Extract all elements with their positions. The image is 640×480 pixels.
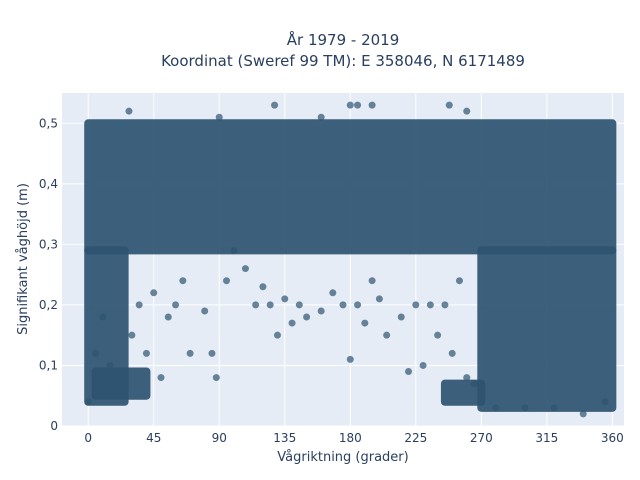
chart-subtitle: Koordinat (Sweref 99 TM): E 358046, N 61… [161,52,525,70]
scatter-point [91,349,99,357]
scatter-point [186,349,194,357]
dense-region [477,246,617,412]
dense-region [440,379,486,406]
scatter-point [150,289,158,297]
scatter-point [397,313,405,321]
chart-title: År 1979 - 2019 [287,30,400,49]
scatter-point [550,404,558,412]
y-axis-title: Signifikant våghöjd (m) [16,183,31,335]
scatter-point [434,331,442,339]
y-tick-label: 0,4 [39,177,58,191]
x-tick-label: 360 [601,431,624,445]
scatter-point [241,265,249,273]
x-tick-label: 45 [146,431,161,445]
scatter-point [215,113,223,121]
scatter-point [212,374,220,382]
scatter-point [317,113,325,121]
scatter-point [383,331,391,339]
y-tick-label: 0,2 [39,298,58,312]
y-tick-label: 0 [50,419,58,433]
scatter-point [426,301,434,309]
scatter-point [121,392,129,400]
scatter-point [448,349,456,357]
scatter-point [281,295,289,303]
scatter-point [455,277,463,285]
dense-region [91,367,151,400]
scatter-point [295,301,303,309]
scatter-point [106,361,114,369]
y-tick-label: 0,1 [39,358,58,372]
dense-region [84,246,129,406]
scatter-point [463,374,471,382]
x-tick-label: 0 [84,431,92,445]
scatter-point [346,101,354,109]
y-tick-label: 0,3 [39,237,58,251]
dense-region [84,119,617,255]
scatter-point [303,313,311,321]
scatter-point [368,101,376,109]
scatter-point [354,301,362,309]
scatter-point [266,301,274,309]
scatter-point [273,331,281,339]
scatter-point [84,398,92,406]
scatter-point [172,301,180,309]
scatter-point [142,349,150,357]
x-tick-label: 225 [404,431,427,445]
scatter-point [375,295,383,303]
x-tick-label: 90 [212,431,227,445]
scatter-point [179,277,187,285]
scatter-point [346,355,354,363]
scatter-point [271,101,279,109]
scatter-point [259,283,267,291]
scatter-point [113,380,121,388]
scatter-point [164,313,172,321]
x-tick-label: 180 [339,431,362,445]
scatter-point [317,307,325,315]
dense-marker-regions [84,119,617,412]
x-axis-title: Vågriktning (grader) [277,450,408,465]
scatter-point [405,368,413,376]
scatter-point [492,404,500,412]
scatter-point [579,410,587,418]
scatter-point [441,301,449,309]
scatter-point [463,107,471,115]
scatter-point [201,307,209,315]
x-tick-label: 135 [273,431,296,445]
scatter-point [329,289,337,297]
scatter-point [521,404,529,412]
scatter-point [445,101,453,109]
scatter-point [412,301,420,309]
scatter-point [354,101,362,109]
scatter-point [368,277,376,285]
scatter-point [135,301,143,309]
scatter-point [419,361,427,369]
x-tick-label: 270 [470,431,493,445]
scatter-point [208,349,216,357]
scatter-point [470,380,478,388]
y-tick-label: 0,5 [39,116,58,130]
scatter-point [601,398,609,406]
scatter-point [125,107,133,115]
scatter-point [288,319,296,327]
scatter-point [361,319,369,327]
scatter-point [157,374,165,382]
scatter-point [252,301,260,309]
scatter-point [339,301,347,309]
x-tick-label: 315 [535,431,558,445]
scatter-point [128,331,136,339]
scatter-point [230,246,238,254]
tick-labels: 0 45 90 135 180 225 270 315 360 0 0,1 0,2 0,3 0,4 0,5 [39,116,624,445]
scatter-point [223,277,231,285]
scatter-points [84,101,609,418]
scatter-point [99,313,107,321]
